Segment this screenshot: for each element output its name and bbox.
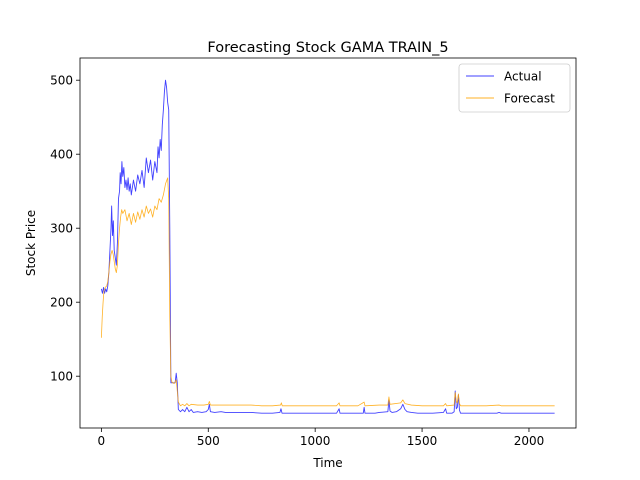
- plot-frame: [79, 57, 577, 429]
- x-tick-label: 2000: [514, 434, 545, 448]
- series-line-forecast: [100, 177, 555, 407]
- series-line-actual: [100, 79, 555, 414]
- x-axis-label: Time: [312, 456, 342, 470]
- x-tick-label: 500: [197, 434, 220, 448]
- y-axis-label: Stock Price: [24, 210, 38, 276]
- y-tick-label: 100: [50, 370, 73, 384]
- x-axis-ticks: 0 500 1000 1500 2000: [98, 428, 545, 448]
- series-layer: [100, 79, 555, 414]
- legend-label-actual: Actual: [504, 70, 542, 84]
- legend: Actual Forecast: [458, 63, 571, 113]
- y-axis-ticks: 100 200 300 400 500: [50, 74, 80, 384]
- x-tick-label: 1000: [300, 434, 331, 448]
- y-tick-label: 200: [50, 296, 73, 310]
- legend-label-forecast: Forecast: [504, 92, 555, 106]
- chart-title: Forecasting Stock GAMA TRAIN_5: [207, 40, 448, 56]
- y-tick-label: 400: [50, 148, 73, 162]
- x-tick-label: 1500: [407, 434, 438, 448]
- y-tick-label: 300: [50, 222, 73, 236]
- y-tick-label: 500: [50, 74, 73, 88]
- x-tick-label: 0: [98, 434, 106, 448]
